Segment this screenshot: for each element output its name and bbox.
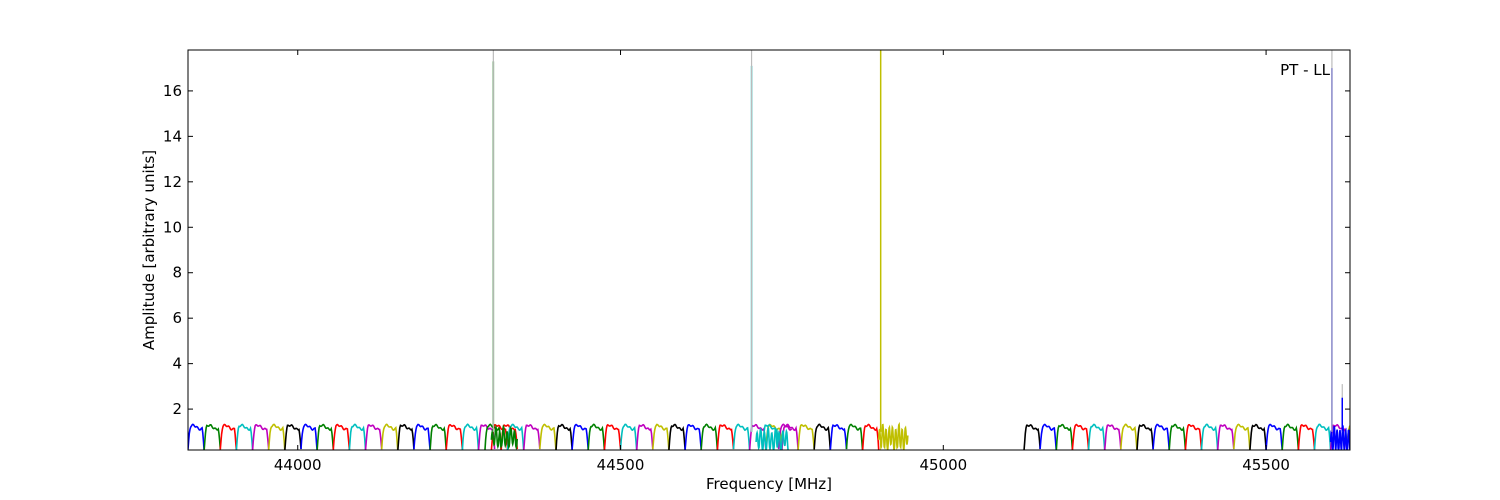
channel-trace-52	[1103, 424, 1122, 450]
channel-trace-24	[539, 423, 557, 450]
channel-trace-44	[829, 424, 848, 450]
channel-trace-0	[188, 423, 205, 450]
channel-trace-60	[1233, 423, 1251, 450]
channel-trace-49	[1055, 423, 1074, 450]
channel-trace-36	[732, 423, 751, 450]
channel-trace-30	[635, 423, 654, 450]
channel-trace-10	[348, 423, 367, 450]
channel-trace-14	[413, 423, 431, 450]
channel-trace-29	[619, 423, 638, 450]
channel-trace-6	[284, 423, 302, 450]
channel-trace-35	[716, 424, 735, 450]
y-tick-label: 12	[163, 173, 182, 191]
channel-trace-53	[1120, 423, 1138, 450]
y-axis-label: Amplitude [arbitrary units]	[140, 150, 158, 350]
x-tick-label: 45500	[1242, 456, 1290, 474]
channel-trace-3	[235, 423, 254, 450]
channel-trace-55	[1152, 423, 1170, 450]
x-tick-label: 44500	[597, 456, 645, 474]
rfi-wiggle-0	[490, 424, 518, 450]
channel-trace-56	[1168, 423, 1187, 450]
channel-trace-59	[1216, 424, 1235, 450]
channel-trace-20	[500, 424, 518, 450]
channel-trace-57	[1184, 423, 1203, 450]
channel-trace-13	[397, 423, 415, 450]
channel-trace-43	[813, 423, 832, 450]
y-tick-label: 6	[172, 309, 182, 327]
channel-trace-4	[251, 423, 270, 450]
y-tick-label: 8	[172, 264, 182, 282]
channel-trace-34	[700, 423, 719, 450]
channel-trace-23	[522, 423, 541, 450]
x-tick-label: 44000	[274, 456, 322, 474]
plot-frame	[187, 49, 1351, 451]
series-layer	[188, 50, 1350, 450]
channel-trace-18	[477, 424, 496, 450]
channel-trace-66	[1329, 423, 1348, 450]
channel-trace-28	[603, 423, 622, 450]
channel-trace-41	[781, 423, 799, 450]
channel-trace-63	[1281, 423, 1300, 450]
channel-trace-54	[1136, 423, 1154, 450]
channel-trace-48	[1039, 423, 1058, 450]
channel-trace-12	[380, 423, 399, 450]
y-tick-label: 4	[172, 355, 182, 373]
channel-trace-1	[203, 423, 222, 450]
channel-trace-58	[1200, 423, 1219, 450]
channel-trace-2	[219, 423, 238, 450]
channel-trace-21	[490, 423, 509, 450]
rfi-wiggle-1	[755, 425, 789, 450]
channel-trace-65	[1313, 423, 1332, 450]
channel-trace-32	[668, 423, 686, 450]
plot-annotation: PT - LL	[1280, 61, 1331, 79]
channel-trace-31	[652, 423, 670, 450]
channel-trace-17	[461, 423, 480, 450]
channel-trace-11	[364, 423, 383, 450]
y-tick-label: 2	[172, 400, 182, 418]
ticks-layer: 44000 44500 45000 45500 2 4 6 8 10 12 14 16	[163, 50, 1350, 474]
channel-trace-5	[267, 423, 286, 450]
x-tick-label: 45000	[919, 456, 967, 474]
channel-trace-15	[429, 423, 447, 450]
channel-trace-45	[845, 423, 864, 450]
channel-trace-42	[797, 424, 815, 450]
channel-trace-61	[1249, 423, 1267, 450]
channel-trace-62	[1265, 423, 1283, 450]
channel-trace-46	[861, 423, 880, 450]
y-tick-label: 10	[163, 218, 182, 236]
channel-trace-50	[1071, 423, 1090, 450]
y-tick-label: 14	[163, 127, 182, 145]
channel-trace-16	[445, 423, 464, 450]
channel-trace-47	[1023, 423, 1041, 450]
channel-trace-26	[571, 423, 589, 450]
rfi-wiggle-3	[1329, 425, 1350, 450]
x-axis-label: Frequency [MHz]	[706, 475, 832, 493]
channel-trace-9	[332, 423, 351, 450]
channel-trace-27	[587, 423, 606, 450]
y-tick-label: 16	[163, 82, 182, 100]
channel-trace-64	[1297, 423, 1316, 450]
channel-trace-8	[316, 423, 335, 450]
channel-trace-33	[684, 423, 702, 450]
channel-trace-51	[1087, 423, 1106, 450]
channel-trace-7	[300, 423, 318, 450]
channel-trace-25	[555, 423, 573, 450]
rfi-wiggle-2	[877, 421, 909, 450]
